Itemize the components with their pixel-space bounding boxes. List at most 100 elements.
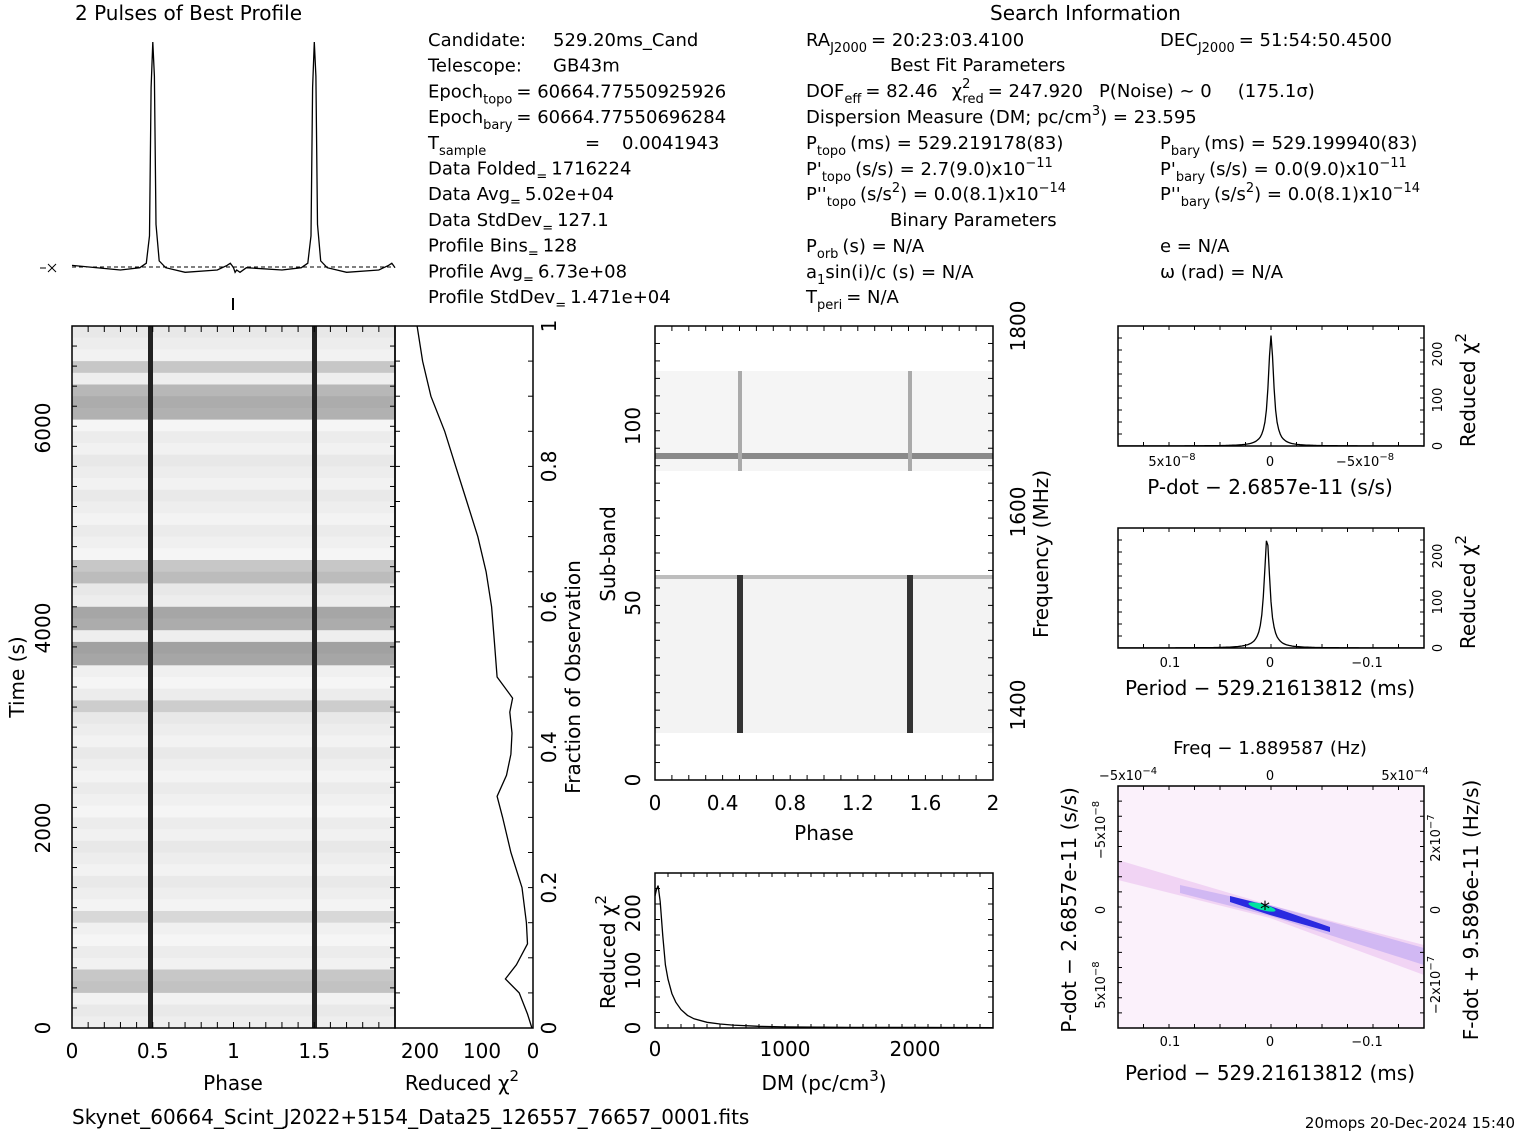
x-tick-label: 0 [527, 1039, 540, 1063]
y-tick-label: −5x10−8 [1091, 801, 1109, 859]
info-value: 529.20ms_Cand [553, 30, 698, 51]
subband-ylabel: Sub-band [596, 506, 620, 602]
info-label: Tsample [427, 133, 486, 159]
time-phase-band [72, 513, 395, 526]
porb-line: Porb (s) = N/A [806, 236, 925, 262]
time-phase-band [72, 431, 395, 444]
x-tick-label: 2000 [890, 1037, 941, 1061]
time-phase-band [72, 1004, 395, 1017]
time-phase-band [72, 887, 395, 900]
subband-pulse-2-upper [908, 371, 912, 471]
time-phase-band [72, 665, 395, 678]
y-tick-label: 200 [1431, 342, 1446, 367]
time-phase-band [72, 946, 395, 959]
time-phase-band [72, 560, 395, 573]
y-tick-label: 0.8 [537, 450, 561, 482]
search-info: RAJ2000 = 20:23:03.4100 DECJ2000 = 51:54:5… [805, 30, 1420, 313]
best-fit-title: Best Fit Parameters [890, 55, 1065, 76]
time-phase-band [72, 606, 395, 619]
p-pdot-y2label: F-dot + 9.5896e-11 (Hz/s) [1459, 780, 1483, 1041]
profile-errorbar-mark [47, 263, 57, 273]
y-tick-label: 5x10−8 [1091, 961, 1109, 1008]
time-chi2-line [416, 325, 533, 1029]
binary-title: Binary Parameters [890, 210, 1057, 231]
time-phase-band [72, 478, 395, 491]
info-epoch: Profile Avg= 6.73e+08 [428, 261, 627, 287]
time-phase-band [72, 969, 395, 982]
time-chi2-xlabel: Reduced χ2 [405, 1067, 519, 1095]
subband-rfi-line [655, 453, 993, 459]
subband-pulse-2 [907, 575, 913, 733]
a1sini-line: a1sin(i)/c (s) = N/A [806, 262, 974, 288]
info-epoch: Epochtopo = 60664.77550925926 [428, 81, 726, 107]
y-tick-label: 6000 [31, 403, 55, 454]
subband-phase-panel: 0 0.4 0.8 1.2 1.6 2 0 50 100 1400 1600 1800 Phase S… [596, 301, 1053, 845]
profile-title: 2 Pulses of Best Profile [75, 1, 302, 25]
p-pdot-xlabel: Period − 529.21613812 (ms) [1125, 1061, 1415, 1085]
time-phase-band [72, 911, 395, 924]
pdot-bary-line: P'bary (s/s) = 0.0(9.0)x10−11 [1160, 156, 1407, 185]
time-phase-pulse-2 [312, 326, 317, 1028]
info-label: Candidate: [428, 30, 526, 51]
info-epoch: Data Avg= 5.02e+04 [428, 184, 614, 210]
time-phase-band [72, 712, 395, 725]
x-tick-label: 1.6 [909, 791, 941, 815]
time-phase-band [72, 641, 395, 655]
period-chi2-ticks: 0.1 0 −0.1 0 100 200 [1117, 527, 1446, 671]
time-phase-band [72, 583, 395, 596]
x2-tick-label: 5x10−4 [1381, 766, 1428, 784]
pdot-chi2-ticks: 5x10−8 0 −5x10−8 0 100 200 [1117, 325, 1446, 470]
time-phase-band [72, 595, 395, 608]
footer-stamp: 20mops 20-Dec-2024 15:40 [1305, 1114, 1515, 1132]
x-tick-label: 1000 [760, 1037, 811, 1061]
pdot-chi2-xlabel: P-dot − 2.6857e-11 (s/s) [1147, 475, 1393, 499]
dm-chi2-panel: 0 1000 2000 0 100 200 DM (pc/cm3) Reduced χ2 [592, 872, 994, 1095]
y-tick-label: 100 [621, 407, 645, 445]
dm-chi2-ticks: 0 1000 2000 0 100 200 [621, 872, 994, 1061]
dm-chi2-ylabel: Reduced χ2 [592, 895, 620, 1009]
subband-y2label: Frequency (MHz) [1029, 470, 1053, 638]
x-tick-label: 0.8 [774, 791, 806, 815]
y-tick-label: 50 [621, 590, 645, 615]
period-chi2-xlabel: Period − 529.21613812 (ms) [1125, 676, 1415, 700]
period-chi2-frame [1117, 527, 1425, 649]
subband-rfi-line-2 [655, 575, 993, 579]
y-tick-label: 0 [621, 774, 645, 787]
subband-block-lower [655, 575, 993, 733]
y2-tick-label: 2x10−7 [1426, 814, 1444, 861]
pdot-chi2-line [1118, 335, 1424, 447]
p-pdot-best-marker: * [1260, 897, 1270, 921]
ecc-line: e = N/A [1160, 236, 1230, 257]
p-pdot-title: Freq − 1.889587 (Hz) [1173, 738, 1367, 759]
time-chi2-frame [394, 325, 534, 1029]
dm-line: Dispersion Measure (DM; pc/cm3) = 23.595 [806, 104, 1197, 128]
p-pdot-peak [1248, 902, 1276, 912]
time-phase-band [72, 630, 395, 643]
x2-tick-label: −5x10−4 [1099, 766, 1157, 784]
x-tick-label: 0 [1266, 656, 1274, 671]
x-tick-label: 0 [1266, 455, 1274, 470]
info-epoch: Profile Bins= 128 [428, 236, 577, 262]
y-tick-label: 0 [31, 1022, 55, 1035]
x-tick-label: 0 [649, 791, 662, 815]
time-chi2-ticks: 200 100 0 0 0.2 0.4 0.6 0.8 1 [395, 320, 561, 1063]
y2-tick-label: 1400 [1006, 680, 1030, 731]
y-tick-label: 0.6 [537, 591, 561, 623]
time-phase-band [72, 618, 395, 631]
pdot-chi2-panel: 5x10−8 0 −5x10−8 0 100 200 P-dot − 2.6857e-11… [1117, 325, 1480, 499]
y-tick-label: 0 [537, 1022, 561, 1035]
info-label: Telescope: [427, 56, 522, 77]
x-tick-label: −5x10−8 [1336, 452, 1394, 470]
ptopo-line: Ptopo (ms) = 529.219178(83) [806, 133, 1063, 159]
time-phase-band [72, 840, 395, 853]
x-tick-label: 5x10−8 [1148, 452, 1195, 470]
subband-pulse-1-upper [738, 371, 742, 471]
omega-line: ω (rad) = N/A [1160, 262, 1284, 283]
time-phase-band [72, 419, 395, 432]
time-phase-band [72, 875, 395, 889]
time-phase-band [72, 443, 395, 456]
p-pdot-ticks: 0.1 0 −0.1 −5x10−4 0 5x10−4 −5x10−8 0 5x10−8 2x10… [1091, 766, 1444, 1050]
y2-tick-label: 0 [1429, 906, 1444, 914]
y2-tick-label: 1800 [1006, 301, 1030, 352]
time-phase-bands [72, 326, 395, 1029]
